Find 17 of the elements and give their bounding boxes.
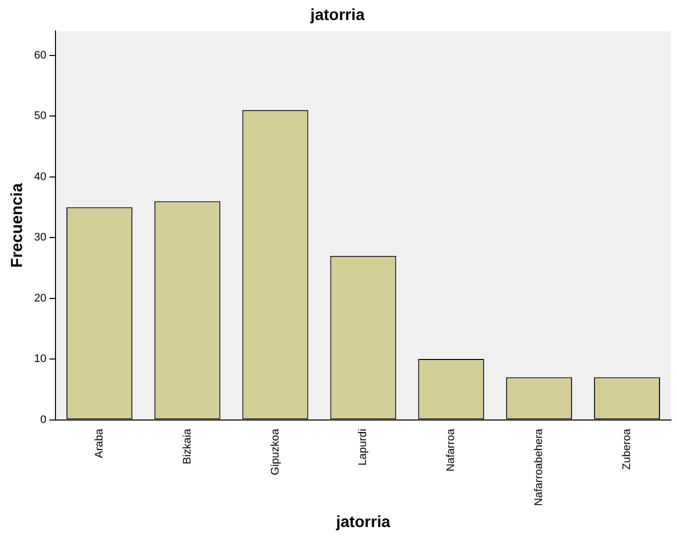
x-tick-label: Nafarroa: [445, 428, 458, 472]
y-tick-label: 50: [34, 110, 46, 122]
x-tick-label: Gipuzkoa: [269, 428, 282, 476]
y-tick-label: 30: [34, 232, 46, 244]
x-tick-label: Bizkaia: [181, 428, 194, 464]
y-tick-label: 20: [34, 292, 46, 304]
x-tick-label: Araba: [93, 428, 106, 458]
y-tick-label: 60: [34, 50, 46, 62]
y-tick-label: 40: [34, 170, 46, 183]
y-tick-label: 10: [34, 353, 46, 366]
chart-title: jatorria: [309, 7, 365, 24]
x-tick-label: Nafarroabehera: [533, 428, 546, 506]
y-tick-label: 0: [40, 414, 46, 426]
x-tick-label: Lapurdi: [357, 428, 370, 466]
x-tick-label: Zuberoa: [621, 428, 634, 470]
x-axis-title: jatorria: [335, 514, 390, 531]
y-axis-title: Frecuencia: [9, 183, 26, 268]
